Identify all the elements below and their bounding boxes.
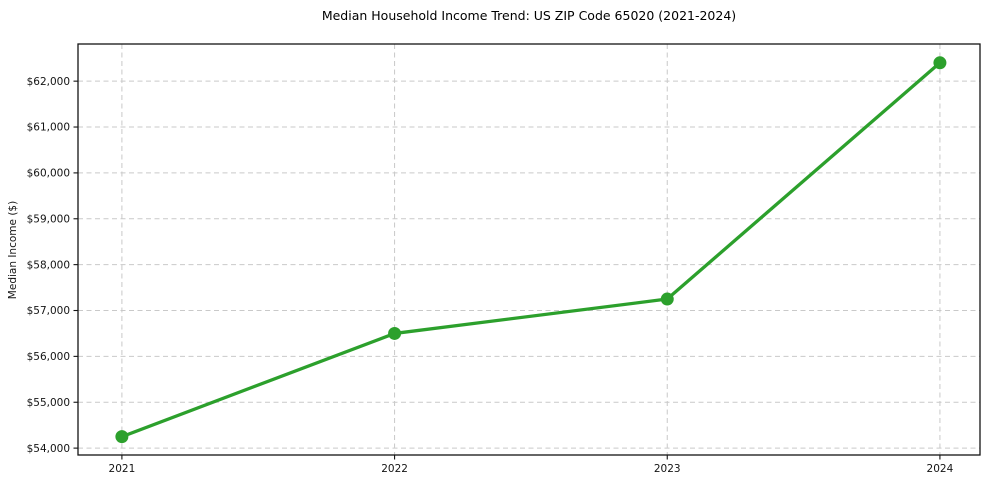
x-tick-label: 2022: [381, 463, 408, 475]
axes: 2021 2022 2023 2024 $54,000 $55,000 $56,000 $57…: [27, 43, 981, 475]
y-tick-label: $59,000: [27, 213, 70, 225]
y-tick-label: $62,000: [27, 76, 70, 88]
y-tick-label: $55,000: [27, 397, 70, 409]
y-tick-label: $54,000: [27, 443, 70, 455]
data-point-2021: [115, 430, 129, 444]
income-line-series: [115, 56, 947, 444]
data-point-2022: [388, 326, 402, 340]
gridlines: [78, 44, 980, 455]
y-tick-label: $61,000: [27, 122, 70, 134]
x-tick-label: 2021: [109, 463, 136, 475]
y-tick-label: $58,000: [27, 259, 70, 271]
chart-title: Median Household Income Trend: US ZIP Co…: [322, 8, 736, 23]
data-point-2023: [660, 292, 674, 306]
plot-border: [77, 43, 981, 456]
x-tick-label: 2024: [927, 463, 954, 475]
income-trend-line: [120, 61, 942, 439]
data-point-2024: [933, 56, 947, 70]
y-tick-label: $56,000: [27, 351, 70, 363]
x-tick-label: 2023: [654, 463, 681, 475]
y-axis-label: Median Income ($): [7, 201, 19, 299]
y-tick-label: $57,000: [27, 305, 70, 317]
y-tick-label: $60,000: [27, 168, 70, 180]
